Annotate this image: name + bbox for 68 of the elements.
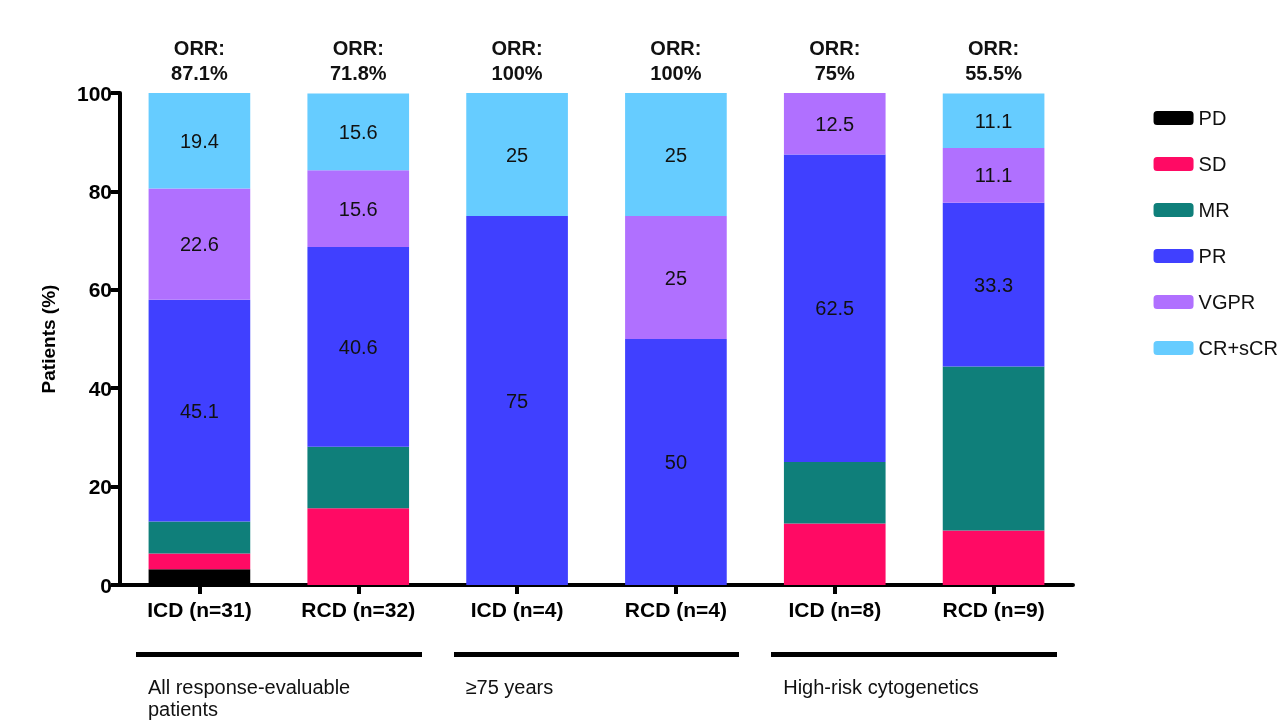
bar: [307, 247, 410, 447]
data-label: 45.1: [179, 399, 219, 422]
bar: [942, 366, 1045, 531]
text: ≥75 years: [465, 676, 554, 698]
bar: [148, 521, 251, 554]
data-label: 50: [664, 451, 688, 473]
legend-label: PR: [1198, 245, 1227, 267]
annotation: ORR: 75%: [809, 36, 861, 84]
data-label: 33.3: [974, 273, 1014, 296]
bar: [625, 93, 727, 216]
bar: [625, 216, 727, 339]
x-tick-label: RCD (n=32): [301, 598, 416, 621]
data-label: 62.5: [815, 297, 855, 320]
data-label: 22.6: [179, 233, 219, 256]
annotation: ORR: 100%: [491, 36, 543, 84]
bar: [148, 299, 251, 522]
legend-label: PD: [1198, 107, 1227, 129]
data-label: 15.6: [338, 197, 378, 220]
y-tick-label: 80: [88, 179, 112, 203]
data-label: 40.6: [338, 335, 378, 358]
legend-label: SD: [1198, 153, 1227, 175]
bar: [783, 523, 886, 585]
bar: [148, 553, 251, 570]
data-label: 12.5: [815, 112, 855, 135]
x-tick-label: ICD (n=8): [788, 598, 882, 621]
bar: [307, 93, 410, 171]
y-tick-label: 40: [88, 376, 112, 400]
bar: [942, 530, 1045, 585]
bar: [466, 216, 568, 585]
annotation: ORR: 100%: [650, 36, 702, 84]
legend-label: CR+sCR: [1198, 337, 1278, 359]
bar: [783, 462, 886, 524]
bar: [307, 446, 410, 509]
y-tick-label: 100: [76, 81, 112, 105]
data-label: 75: [505, 389, 529, 412]
text: High-risk cytogenetics: [783, 676, 979, 698]
bar: [466, 93, 568, 216]
y-tick-label: 20: [88, 475, 112, 499]
data-label: 11.1: [974, 164, 1013, 187]
bar: [307, 170, 410, 247]
bar: [942, 148, 1045, 203]
text: All response-evaluable patients: [147, 676, 356, 720]
x-tick-label: ICD (n=31): [147, 598, 252, 621]
bar: [307, 508, 410, 585]
bar: [148, 188, 251, 300]
data-label: 25: [664, 266, 688, 289]
bar: [148, 93, 251, 189]
legend-label: VGPR: [1198, 291, 1256, 313]
data-label: 19.4: [179, 129, 219, 152]
annotation: ORR: 87.1%: [171, 36, 228, 84]
bar: [942, 202, 1045, 367]
bar: [783, 154, 886, 462]
data-label: 11.1: [974, 109, 1013, 132]
y-tick-label: 0: [100, 573, 112, 597]
bar: [783, 93, 886, 155]
bar: [942, 93, 1045, 149]
x-tick-label: RCD (n=4): [624, 598, 727, 621]
x-tick-label: RCD (n=9): [942, 598, 1045, 621]
data-label: 25: [664, 143, 688, 166]
legend-label: MR: [1198, 199, 1230, 221]
annotation: ORR: 55.5%: [965, 36, 1023, 84]
y-axis-title: Patients (%): [38, 284, 59, 394]
y-tick-label: 60: [88, 278, 112, 302]
annotation: ORR: 71.8%: [329, 36, 387, 84]
data-label: 15.6: [338, 120, 378, 143]
x-tick-label: ICD (n=4): [470, 598, 564, 621]
data-label: 25: [505, 143, 529, 166]
bar: [625, 339, 727, 585]
